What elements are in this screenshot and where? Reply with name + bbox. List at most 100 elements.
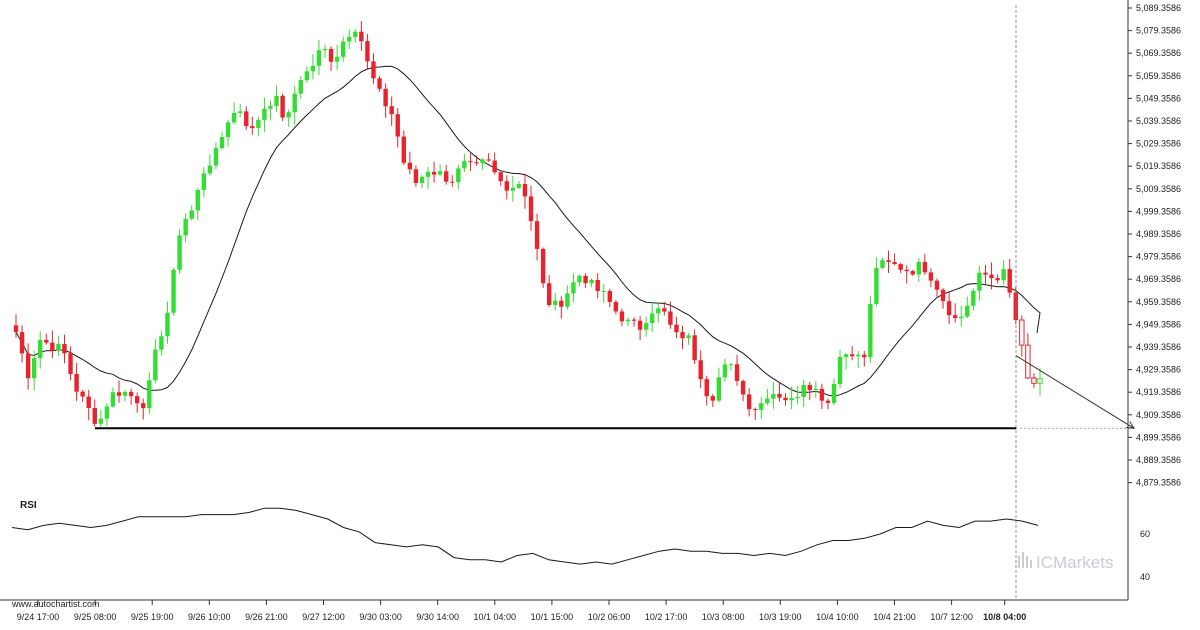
price-tick-label: 4,969.3586 <box>1136 274 1181 284</box>
candle-body <box>280 95 285 118</box>
candle <box>771 381 776 409</box>
candle-body <box>504 181 509 191</box>
price-tick-label: 4,909.3586 <box>1136 410 1181 420</box>
candle <box>595 273 600 299</box>
candle <box>365 34 370 69</box>
time-tick-label: 9/26 21:00 <box>245 612 288 622</box>
candle-body <box>789 398 794 401</box>
candle-body <box>25 353 31 379</box>
candle-body <box>674 324 679 333</box>
candle <box>498 170 503 186</box>
candle-body <box>395 114 400 137</box>
time-tick-label: 9/30 03:00 <box>359 612 402 622</box>
price-tick-label: 4,919.3586 <box>1136 387 1181 397</box>
candle <box>304 66 310 84</box>
candle <box>189 205 194 221</box>
rsi-tick-label: 60 <box>1140 529 1150 539</box>
candle-body <box>831 384 837 403</box>
candle-body <box>407 162 413 170</box>
candle <box>1007 258 1012 298</box>
candle <box>759 397 764 420</box>
candle-body <box>959 316 964 319</box>
candle <box>31 350 37 391</box>
candle-body <box>801 384 806 397</box>
candle-body <box>874 268 879 305</box>
candle <box>583 273 588 288</box>
candle <box>553 292 558 311</box>
candle-body <box>262 108 267 121</box>
candle-body <box>880 260 885 269</box>
candle-body <box>722 364 728 378</box>
candle <box>110 387 116 408</box>
candle <box>716 367 722 403</box>
candle-body <box>522 184 528 197</box>
candle <box>56 335 61 357</box>
candle-body <box>383 88 388 107</box>
candle <box>456 164 461 190</box>
candle <box>886 250 891 273</box>
candle <box>80 389 85 402</box>
candle-body <box>631 319 637 321</box>
candle <box>880 257 885 270</box>
candle <box>613 299 619 315</box>
time-tick-label: 10/4 10:00 <box>816 612 859 622</box>
candle-body <box>807 384 812 391</box>
candle <box>571 273 576 303</box>
candle-body <box>692 335 697 361</box>
candle-body <box>746 394 752 410</box>
candle <box>631 317 637 327</box>
candle <box>753 407 758 421</box>
candle <box>213 142 219 170</box>
price-tick-label: 5,049.3586 <box>1136 93 1181 103</box>
moving-average-line <box>15 65 1041 397</box>
candle <box>940 288 946 309</box>
rsi-label: RSI <box>20 500 37 511</box>
source-label[interactable]: www.autochartist.com <box>11 599 100 609</box>
candle <box>819 383 825 409</box>
candle <box>643 316 649 337</box>
candle-body <box>1037 378 1043 384</box>
candle <box>492 152 497 175</box>
time-tick-label: 10/7 12:00 <box>930 612 973 622</box>
price-tick-label: 4,879.3586 <box>1136 478 1181 488</box>
candle-body <box>56 343 61 351</box>
candle-body <box>31 358 37 379</box>
candle <box>347 29 352 50</box>
candle-body <box>856 354 861 357</box>
candle <box>407 151 413 175</box>
candle <box>116 380 122 403</box>
candle <box>219 131 225 150</box>
candle-body <box>274 95 279 106</box>
candle <box>928 268 934 288</box>
candle <box>171 267 176 316</box>
candle-body <box>613 301 619 312</box>
candle-body <box>928 272 934 281</box>
rsi-tick-label: 40 <box>1140 572 1150 582</box>
candle <box>534 213 540 261</box>
candle-body <box>413 169 419 183</box>
candle-body <box>340 41 346 57</box>
candle <box>528 185 534 231</box>
candle <box>734 354 740 386</box>
candle <box>86 390 91 421</box>
price-tick-label: 5,059.3586 <box>1136 71 1181 81</box>
price-tick-label: 4,899.3586 <box>1136 432 1181 442</box>
price-tick-label: 5,039.3586 <box>1136 116 1181 126</box>
candle-body <box>44 339 49 343</box>
candle <box>710 393 716 407</box>
candle <box>395 108 400 148</box>
time-tick-label: 9/24 17:00 <box>17 612 60 622</box>
candle <box>522 173 528 209</box>
candle <box>559 296 564 319</box>
candle-body <box>116 392 122 396</box>
candle-body <box>650 313 655 324</box>
candle <box>1025 333 1031 380</box>
candle-body <box>328 48 334 62</box>
time-tick-label: 9/27 12:00 <box>302 612 345 622</box>
candle <box>147 372 152 414</box>
candle-body <box>74 373 79 392</box>
candle-body <box>680 332 685 339</box>
candle-body <box>450 181 455 183</box>
candle <box>431 161 437 183</box>
candle-body <box>359 31 364 42</box>
